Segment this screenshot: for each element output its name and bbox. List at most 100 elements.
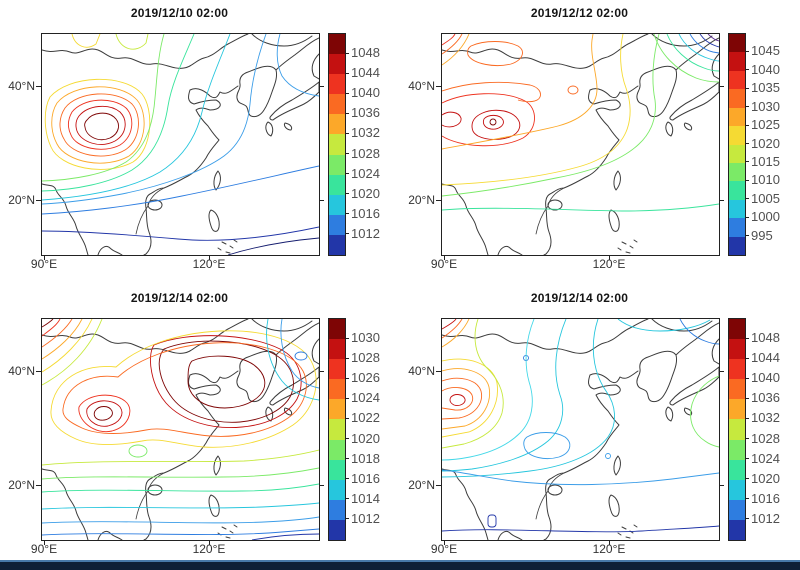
panel-1-map bbox=[42, 34, 319, 255]
panel-4-ytick-40n: 40°N bbox=[408, 364, 435, 378]
colorbar-segment bbox=[329, 34, 345, 55]
colorbar-tick bbox=[345, 213, 349, 215]
colorbar-tick bbox=[345, 377, 349, 379]
axis-tick bbox=[36, 371, 41, 372]
colorbar-segment bbox=[729, 218, 745, 237]
colorbar-tick bbox=[745, 87, 749, 89]
colorbar-tick bbox=[345, 72, 349, 74]
colorbar-tick-label: 1044 bbox=[351, 65, 380, 81]
colorbar-tick-label: 1012 bbox=[351, 225, 380, 241]
colorbar-segment bbox=[329, 174, 345, 195]
axis-tick bbox=[720, 86, 724, 87]
panel-1-ytick-40n: 40°N bbox=[8, 79, 35, 93]
panel-2-contours bbox=[442, 34, 719, 212]
colorbar-tick-label: 1018 bbox=[351, 450, 380, 466]
colorbar-segment bbox=[729, 181, 745, 200]
colorbar-segment bbox=[729, 162, 745, 182]
colorbar-segment bbox=[329, 74, 345, 95]
panel-1-title: 2019/12/10 02:00 bbox=[130, 6, 229, 20]
colorbar-tick-label: 1032 bbox=[751, 410, 780, 426]
panel-3-title: 2019/12/14 02:00 bbox=[130, 291, 229, 305]
panel-1-xtick-120e: 120°E bbox=[192, 257, 226, 271]
axis-tick bbox=[209, 541, 210, 545]
colorbar-tick bbox=[745, 438, 749, 440]
colorbar-segment bbox=[329, 399, 345, 420]
map-panel-2: 2019/12/12 02:00 bbox=[400, 0, 800, 285]
panel-1-colorbar bbox=[328, 33, 346, 256]
colorbar-tick bbox=[745, 179, 749, 181]
colorbar-tick-label: 1028 bbox=[351, 145, 380, 161]
panel-1-ytick-20n: 20°N bbox=[8, 193, 35, 207]
axis-tick bbox=[44, 256, 45, 260]
colorbar-segment bbox=[329, 134, 345, 155]
colorbar-tick-label: 1040 bbox=[751, 370, 780, 386]
panel-4-title: 2019/12/14 02:00 bbox=[530, 291, 629, 305]
colorbar-tick-label: 1005 bbox=[751, 190, 780, 206]
axis-tick bbox=[436, 200, 441, 201]
bottom-navy-bar bbox=[0, 560, 800, 570]
panel-3-map bbox=[42, 319, 319, 540]
colorbar-segment bbox=[329, 339, 345, 360]
colorbar-tick-label: 1036 bbox=[751, 390, 780, 406]
colorbar-tick bbox=[345, 478, 349, 480]
colorbar-tick bbox=[745, 377, 749, 379]
colorbar-tick bbox=[745, 216, 749, 218]
panel-2-colorbar bbox=[728, 33, 746, 256]
colorbar-segment bbox=[329, 379, 345, 400]
colorbar-segment bbox=[329, 114, 345, 135]
colorbar-tick-label: 1044 bbox=[751, 350, 780, 366]
colorbar-segment bbox=[729, 126, 745, 145]
colorbar-tick bbox=[745, 143, 749, 144]
colorbar-tick-label: 1028 bbox=[751, 430, 780, 446]
colorbar-tick bbox=[745, 337, 749, 339]
map-panel-3: 2019/12/14 02:00 bbox=[0, 285, 400, 570]
axis-tick bbox=[720, 371, 724, 372]
colorbar-tick-label: 1025 bbox=[751, 117, 780, 133]
colorbar-tick-label: 1030 bbox=[351, 330, 380, 346]
axis-tick bbox=[44, 541, 45, 545]
axis-tick bbox=[720, 200, 724, 201]
colorbar-segment bbox=[329, 519, 345, 541]
colorbar-segment bbox=[329, 214, 345, 235]
colorbar-tick bbox=[745, 106, 749, 108]
axis-tick bbox=[320, 200, 324, 201]
axis-tick bbox=[320, 371, 324, 372]
colorbar-tick bbox=[745, 417, 749, 419]
colorbar-segment bbox=[729, 459, 745, 480]
axis-tick bbox=[36, 485, 41, 486]
axis-tick bbox=[436, 485, 441, 486]
axis-tick bbox=[720, 485, 724, 486]
colorbar-tick bbox=[745, 69, 749, 71]
colorbar-segment bbox=[729, 34, 745, 53]
colorbar-tick-label: 1016 bbox=[351, 205, 380, 221]
map-panel-4: 2019/12/14 02:00 bbox=[400, 285, 800, 570]
colorbar-tick bbox=[345, 153, 349, 155]
colorbar-tick-label: 1014 bbox=[351, 490, 380, 506]
colorbar-tick bbox=[345, 233, 349, 235]
colorbar-tick bbox=[345, 498, 349, 500]
panel-4-map bbox=[442, 319, 719, 540]
panel-2-xtick-120e: 120°E bbox=[592, 257, 626, 271]
panel-4-plot-area bbox=[441, 318, 720, 541]
colorbar-segment bbox=[729, 107, 745, 127]
panel-3-xtick-120e: 120°E bbox=[192, 542, 226, 556]
colorbar-tick bbox=[745, 50, 749, 52]
colorbar-tick bbox=[745, 518, 749, 520]
colorbar-segment bbox=[729, 379, 745, 400]
colorbar-tick-label: 1032 bbox=[351, 125, 380, 141]
panel-4-colorbar bbox=[728, 318, 746, 541]
panel-2-ytick-20n: 20°N bbox=[408, 193, 435, 207]
colorbar-segment bbox=[729, 399, 745, 420]
colorbar-tick bbox=[345, 417, 349, 419]
axis-tick bbox=[436, 86, 441, 87]
panel-1-xtick-90e: 90°E bbox=[30, 257, 58, 271]
colorbar-tick-label: 995 bbox=[751, 227, 773, 243]
colorbar-tick-label: 1016 bbox=[751, 490, 780, 506]
colorbar-tick bbox=[745, 161, 749, 163]
colorbar-tick bbox=[345, 173, 349, 175]
axis-tick bbox=[609, 541, 610, 545]
panel-4-xtick-120e: 120°E bbox=[592, 542, 626, 556]
colorbar-segment bbox=[729, 199, 745, 219]
colorbar-segment bbox=[729, 89, 745, 108]
colorbar-segment bbox=[329, 234, 345, 256]
